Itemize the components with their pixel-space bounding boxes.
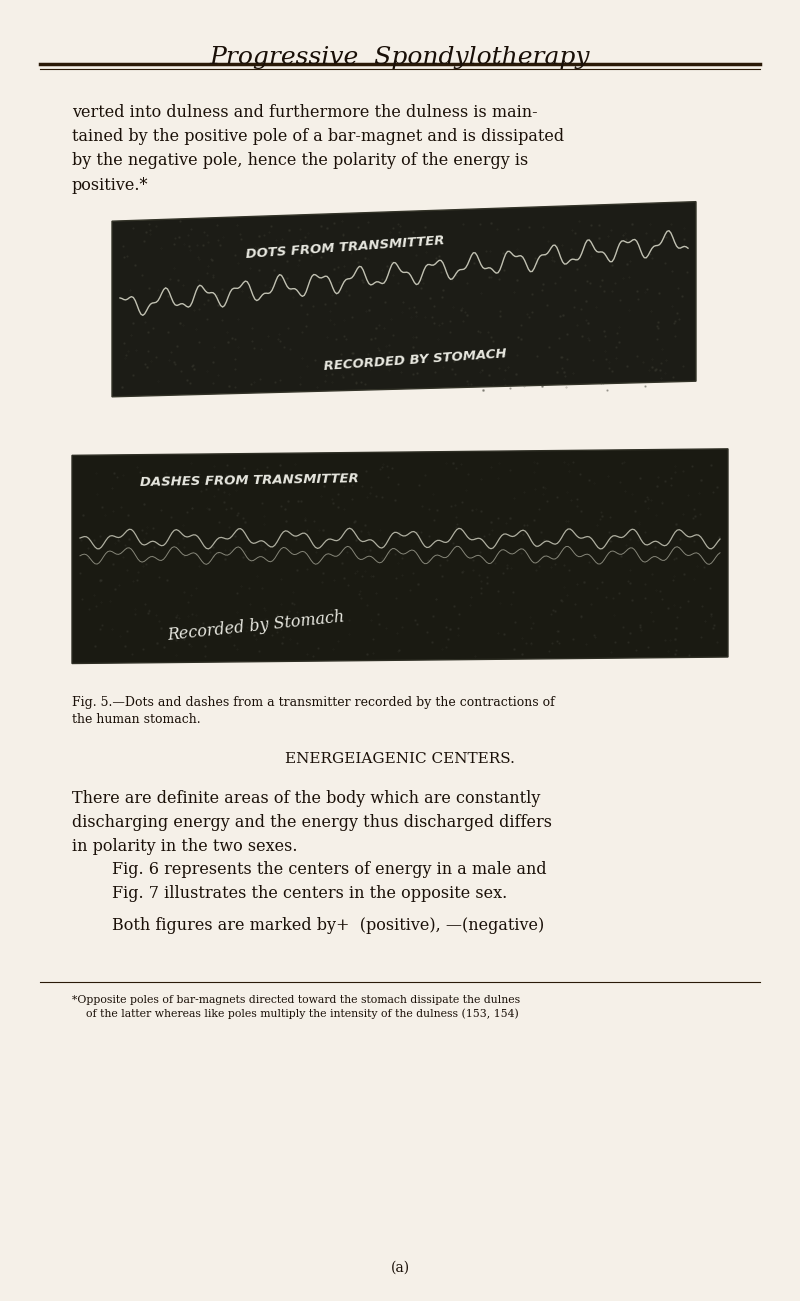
Text: There are definite areas of the body which are constantly
discharging energy and: There are definite areas of the body whi…	[72, 790, 552, 855]
Text: Fig. 6 represents the centers of energy in a male and
Fig. 7 illustrates the cen: Fig. 6 represents the centers of energy …	[112, 861, 546, 903]
Text: Progressive  Spondylotherapy: Progressive Spondylotherapy	[210, 46, 590, 69]
Text: verted into dulness and furthermore the dulness is main-
tained by the positive : verted into dulness and furthermore the …	[72, 104, 564, 194]
Polygon shape	[72, 449, 728, 664]
Text: ENERGEIAGENIC CENTERS.: ENERGEIAGENIC CENTERS.	[285, 752, 515, 766]
Text: Recorded by Stomach: Recorded by Stomach	[166, 609, 345, 644]
Text: Both figures are marked by+  (positive), —(negative): Both figures are marked by+ (positive), …	[112, 917, 544, 934]
Text: *Opposite poles of bar-magnets directed toward the stomach dissipate the dulnes
: *Opposite poles of bar-magnets directed …	[72, 995, 520, 1019]
Text: Fig. 5.—Dots and dashes from a transmitter recorded by the contractions of
the h: Fig. 5.—Dots and dashes from a transmitt…	[72, 696, 554, 726]
Text: DOTS FROM TRANSMITTER: DOTS FROM TRANSMITTER	[246, 234, 446, 262]
Text: (a): (a)	[390, 1261, 410, 1275]
Text: RECORDED BY STOMACH: RECORDED BY STOMACH	[324, 347, 507, 373]
Text: DASHES FROM TRANSMITTER: DASHES FROM TRANSMITTER	[139, 472, 358, 489]
Polygon shape	[112, 202, 696, 397]
